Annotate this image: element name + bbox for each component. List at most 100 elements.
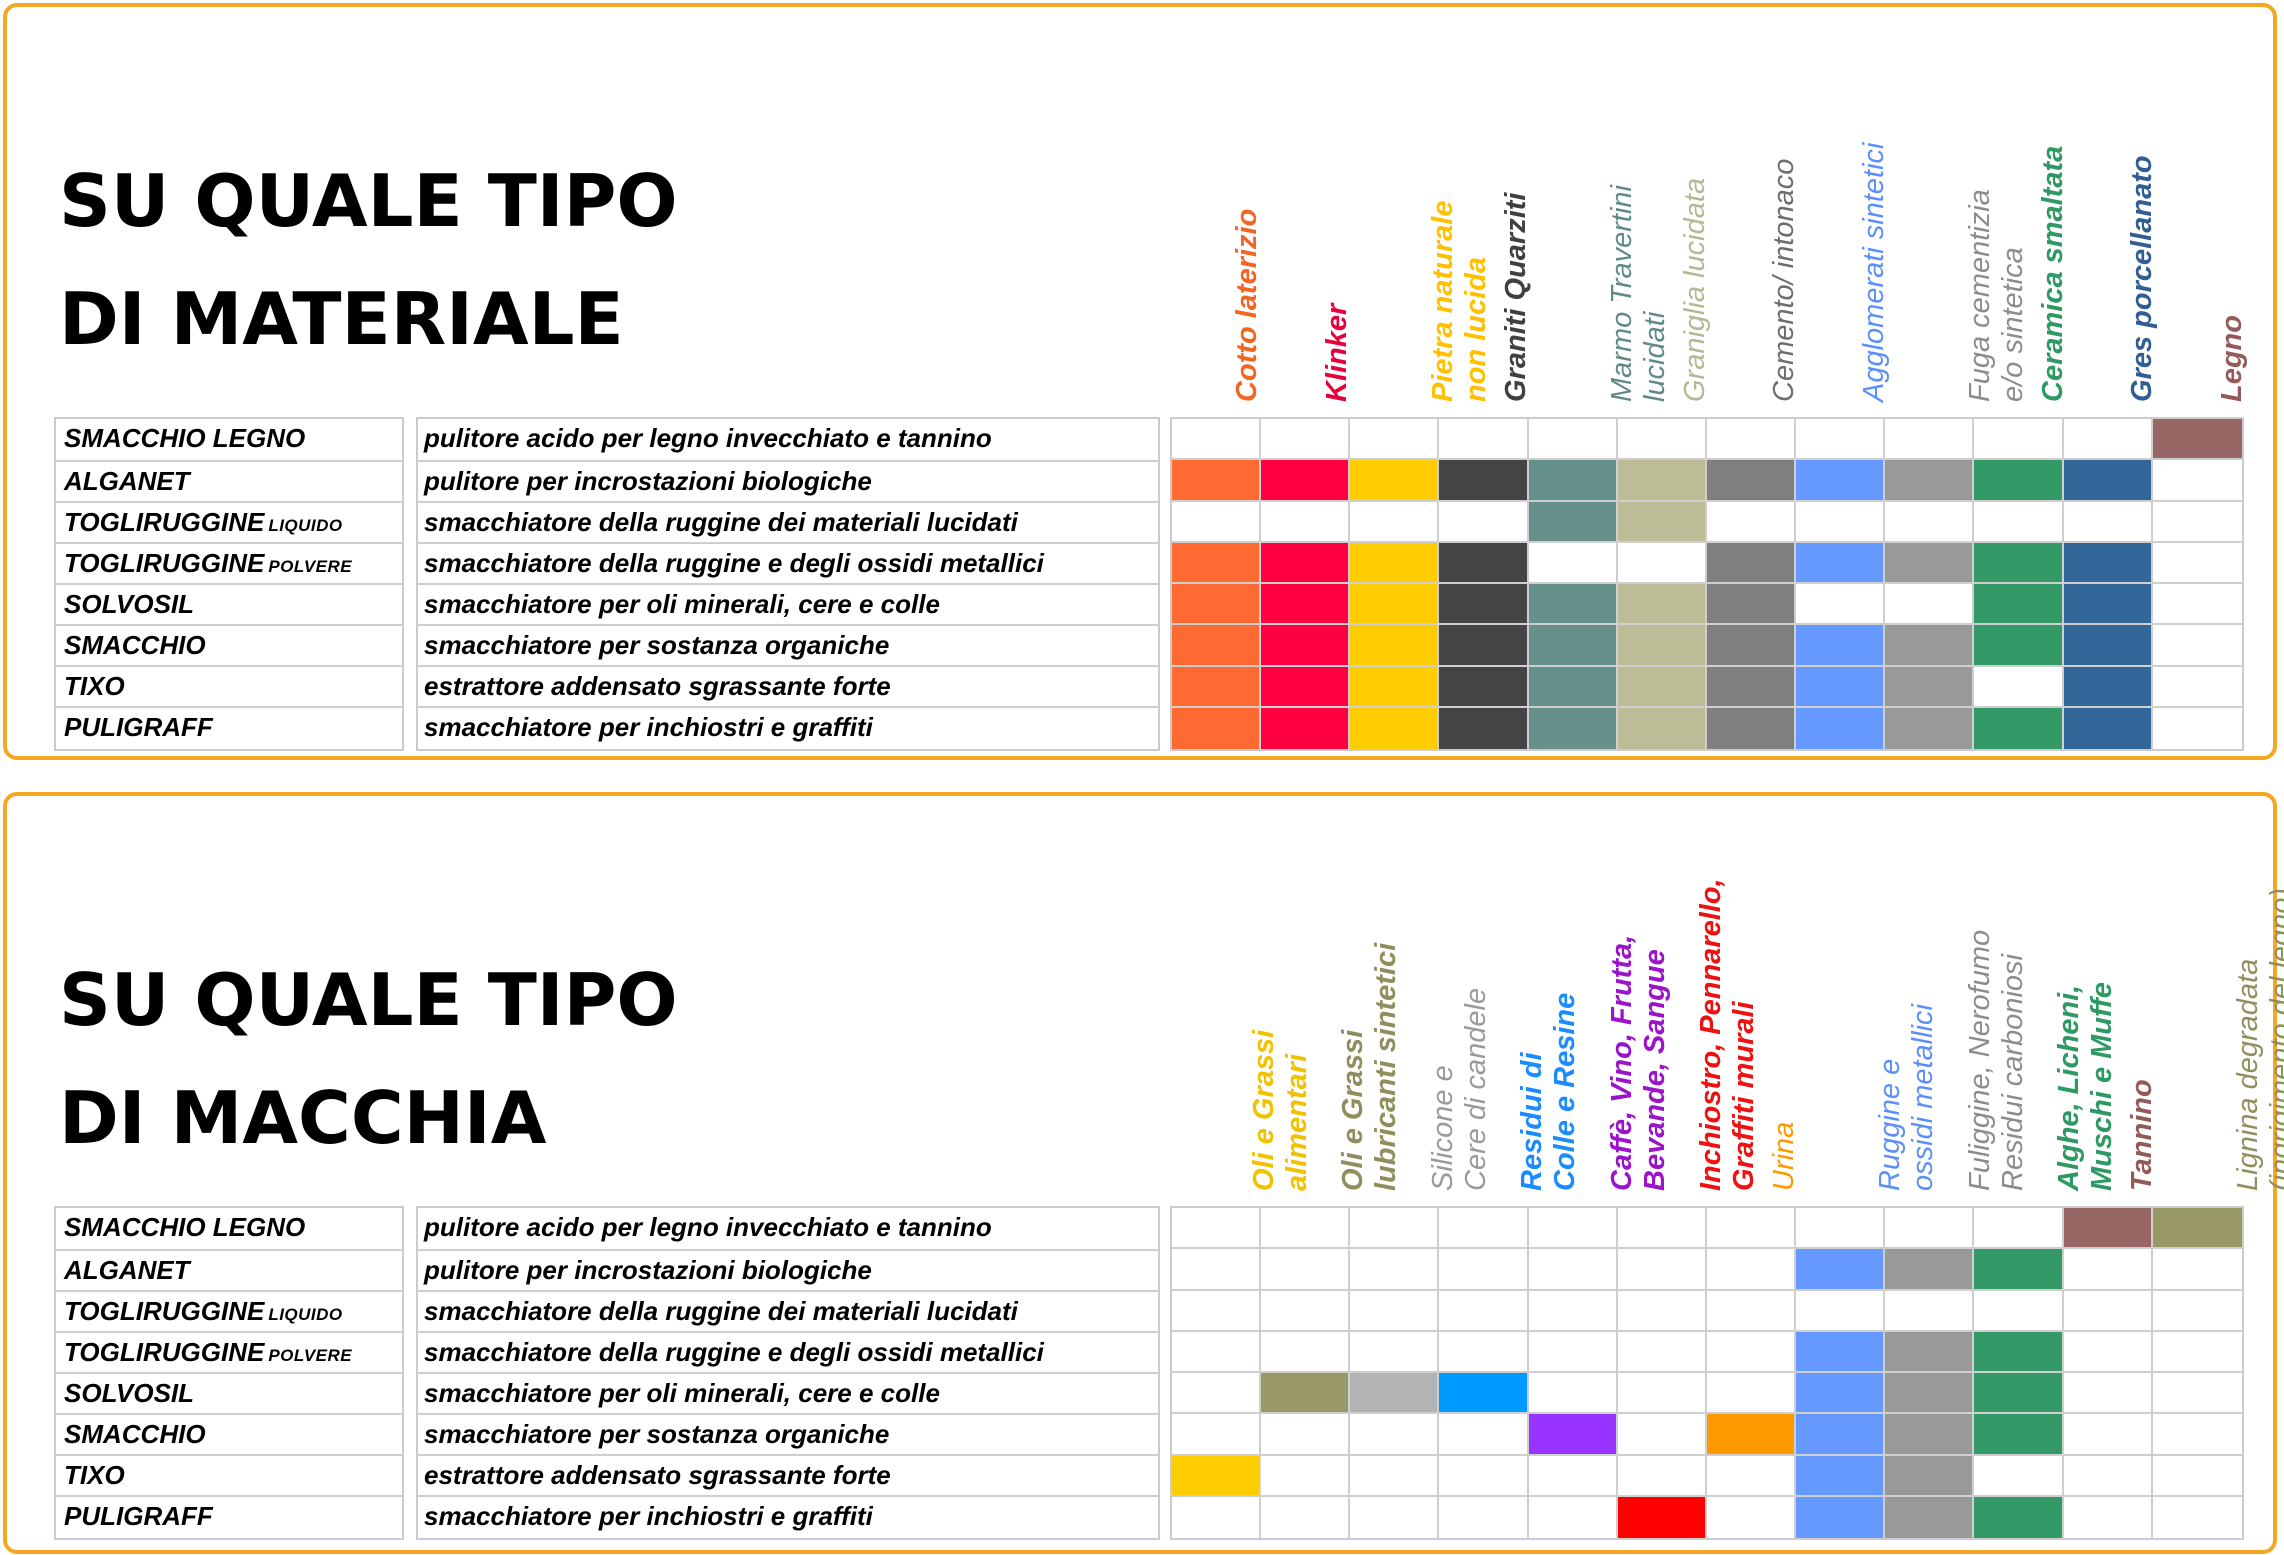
compatibility-cell-filled [2152,1208,2242,1250]
compatibility-cell-empty [2063,1455,2153,1497]
compatibility-cell-empty [1528,1373,1618,1415]
stain-column-headers: Oli e Grassi alimentari Oli e Grassi lubric… [1170,796,2284,1201]
product-name: PULIGRAFF [64,712,213,742]
product-description: smacchiatore per sostanza organiche [418,624,1158,664]
compatibility-cell-filled [2063,666,2153,708]
compatibility-cell-empty [2063,1414,2153,1456]
column-header: Graniglia lucidata [1679,178,1712,402]
compatibility-cell-empty [1172,1208,1262,1250]
column-header-line: Legno [2215,315,2248,402]
compatibility-cell-empty [1172,1249,1262,1291]
stain-product-descriptions: pulitore acido per legno invecchiato e t… [416,1206,1160,1540]
compatibility-cell-filled [1439,542,1529,584]
material-column-headers: Cotto laterizio Klinker Pietra naturale non… [1170,7,2248,412]
compatibility-cell-empty [1617,542,1707,584]
compatibility-cell-filled [2063,542,2153,584]
product-description: smacchiatore della ruggine dei materiali… [418,501,1158,541]
product-description: smacchiatore della ruggine dei materiali… [418,1290,1158,1330]
compatibility-cell-filled [1796,707,1886,749]
compatibility-cell-filled [1439,460,1529,502]
compatibility-cell-empty [2152,502,2242,543]
compatibility-cell-filled [1172,1455,1262,1497]
compatibility-cell-empty [1261,1290,1351,1332]
compatibility-cell-filled [1706,542,1797,584]
product-variant: LIQUIDO [268,516,343,535]
compatibility-cell-filled [1974,542,2064,584]
compatibility-cell-filled [1528,460,1618,502]
compatibility-cell-empty [1796,1290,1886,1332]
column-header-line: (ingrigimento del legno) [2265,887,2284,1191]
product-name: ALGANET [64,1255,190,1285]
compatibility-cell-empty [1528,419,1618,461]
compatibility-cell-filled [1796,1373,1886,1415]
column-header-line: ossidi metallici [1907,1004,1940,1191]
column-header: Lignina degradata (ingrigimento del legno… [2232,888,2284,1191]
compatibility-cell-filled [1706,584,1797,626]
column-header-line: Oli e Grassi [1247,1029,1280,1191]
compatibility-cell-empty [1439,1290,1529,1332]
stain-panel: SU QUALE TIPO DI MACCHIA Oli e Grassi ali… [3,792,2284,1554]
compatibility-cell-filled [1350,542,1440,584]
material-title: SU QUALE TIPO DI MATERIALE [59,142,678,378]
compatibility-cell-empty [2152,667,2242,708]
column-header-line: Pietra naturale [1426,200,1459,402]
compatibility-cell-filled [2063,707,2153,749]
compatibility-cell-filled [1350,584,1440,626]
column-header: Pietra naturale non lucida [1427,201,1493,402]
compatibility-cell-filled [1885,625,1975,667]
column-header: Residui di Colle e Resine [1516,993,1582,1191]
compatibility-cell-empty [1261,1496,1351,1538]
compatibility-cell-empty [1350,1496,1440,1538]
column-header-line: Klinker [1320,303,1353,402]
column-header-line: Fuliggine, Nerofumo [1963,929,1996,1191]
compatibility-cell-filled [1261,707,1351,749]
compatibility-cell-filled [1974,1249,2064,1291]
compatibility-cell-empty [1172,1290,1262,1332]
compatibility-cell-empty [1261,1414,1351,1456]
compatibility-cell-filled [1350,625,1440,667]
compatibility-cell-empty [1617,1249,1707,1291]
product-name: SMACCHIO [64,1419,206,1449]
compatibility-cell-empty [1974,1290,2064,1332]
compatibility-cell-empty [1439,1414,1529,1456]
column-header: Silicone e Cere di candele [1427,988,1493,1191]
compatibility-cell-empty [1706,1208,1797,1250]
compatibility-cell-filled [1528,584,1618,626]
stain-compatibility-grid [1170,1206,2244,1540]
compatibility-cell-empty [2063,1373,2153,1415]
compatibility-cell-filled [1885,1414,1975,1456]
column-header-line: Residui carboniosi [1996,954,2029,1191]
compatibility-cell-filled [1439,707,1529,749]
product-description: smacchiatore per oli minerali, cere e co… [418,583,1158,623]
column-header: Fuliggine, Nerofumo Residui carboniosi [1964,930,2030,1191]
title-line-2: DI MACCHIA [59,1076,547,1160]
product-name: SMACCHIO [64,630,206,660]
compatibility-cell-empty [2063,1249,2153,1291]
compatibility-cell-empty [2063,501,2153,543]
compatibility-cell-empty [2063,1290,2153,1332]
compatibility-cell-empty [2063,1331,2153,1373]
compatibility-cell-empty [1707,1496,1797,1538]
product-name: ALGANET [64,466,190,496]
column-header-line: lucidati [1638,311,1671,402]
compatibility-cell-filled [2063,584,2153,626]
compatibility-cell-filled [1261,1373,1351,1415]
compatibility-cell-empty [2152,1373,2242,1415]
compatibility-cell-empty [1350,1455,1440,1497]
product-name-cell: TOGLIRUGGINE LIQUIDO [56,501,402,541]
compatibility-cell-empty [1439,1249,1529,1291]
compatibility-cell-empty [1172,1331,1262,1373]
compatibility-cell-empty [2153,708,2242,749]
title-line-1: SU QUALE TIPO [59,958,678,1042]
compatibility-cell-empty [1885,1208,1975,1250]
compatibility-cell-empty [1528,1455,1618,1497]
column-header: Gres porcellanato [2126,155,2159,402]
compatibility-cell-empty [1261,1249,1351,1291]
product-name-cell: TOGLIRUGGINE LIQUIDO [56,1290,402,1330]
product-name: SMACCHIO LEGNO [64,423,306,453]
column-header-line: Inchiostro, Pennarello, [1695,878,1728,1191]
product-name: SOLVOSIL [64,589,195,619]
column-header-line: Lignina degradata [2232,958,2265,1191]
compatibility-cell-filled [1172,707,1262,749]
compatibility-cell-filled [1706,666,1797,708]
